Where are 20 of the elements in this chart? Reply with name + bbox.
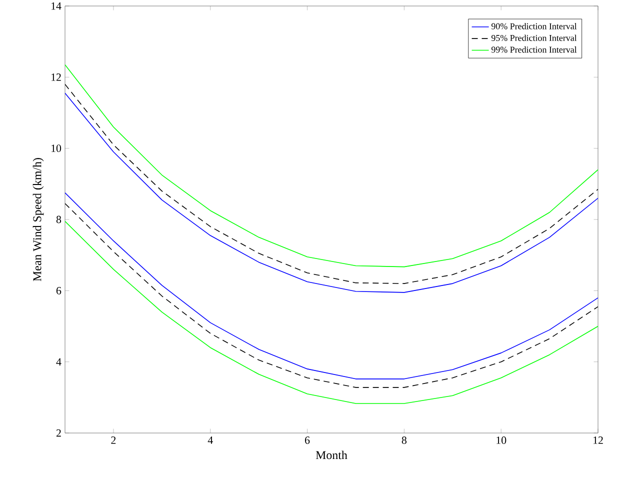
y-tick-label: 10	[51, 144, 62, 152]
x-tick-label: 6	[305, 436, 310, 444]
legend-label: 99% Prediction Interval	[491, 46, 577, 53]
legend-label: 90% Prediction Interval	[491, 22, 577, 30]
x-tick-label: 4	[208, 436, 213, 444]
y-tick-label: 14	[51, 2, 62, 10]
y-axis-title: Mean Wind Speed (km/h)	[32, 158, 44, 282]
y-tick-label: 4	[56, 358, 62, 366]
x-tick-label: 8	[402, 436, 407, 444]
y-tick-label: 8	[56, 216, 62, 224]
y-tick-label: 2	[56, 429, 61, 437]
line-series	[65, 64, 598, 268]
line-series	[65, 220, 598, 404]
legend-label: 95% Prediction Interval	[491, 34, 577, 42]
x-tick-label: 10	[496, 436, 506, 444]
x-tick-label: 12	[593, 436, 603, 444]
y-tick-label: 12	[51, 74, 61, 81]
x-tick-label: 2	[111, 436, 116, 444]
y-tick-label: 6	[56, 286, 62, 294]
x-axis-title: Month	[316, 450, 348, 460]
